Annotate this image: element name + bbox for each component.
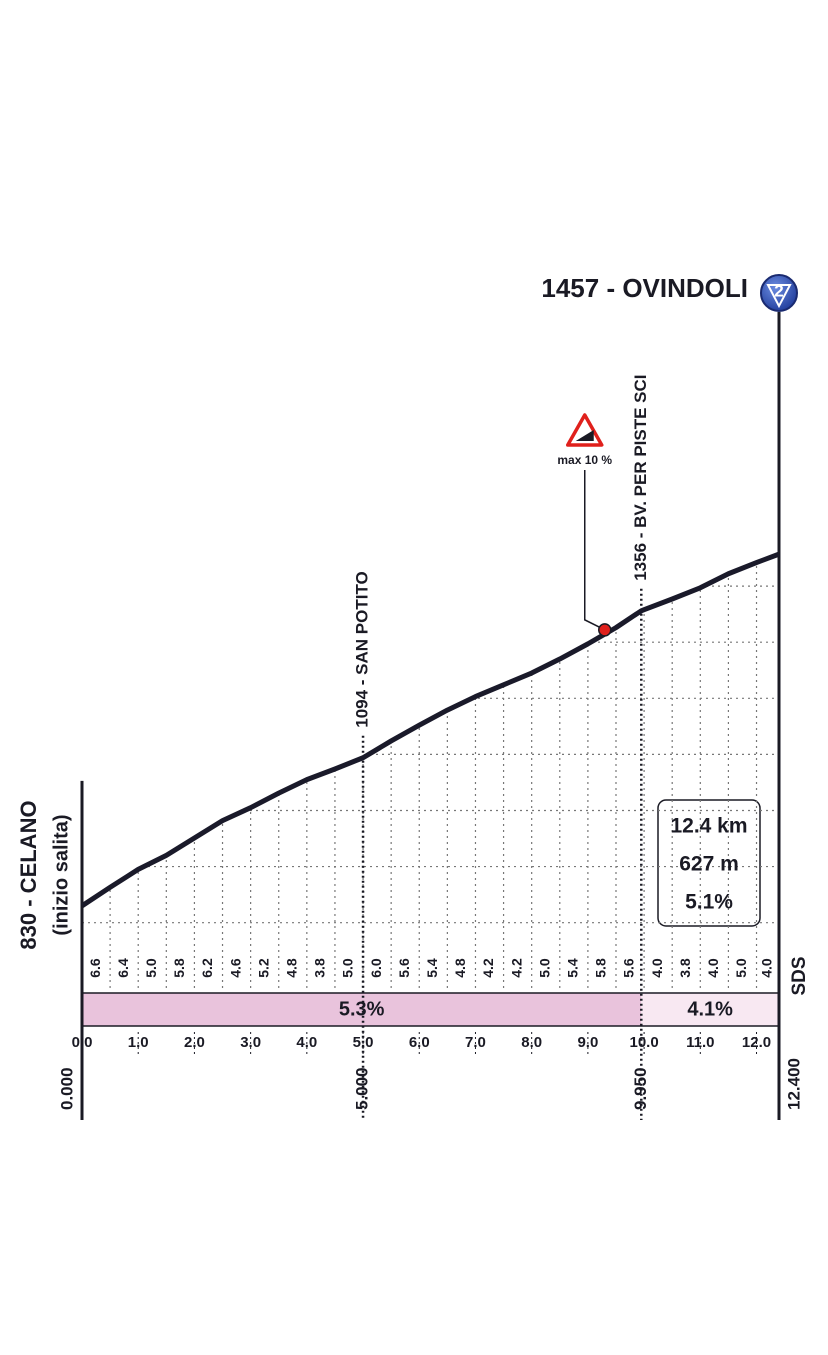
gradient-label: 5.0 [536, 958, 552, 978]
summary-line: 627 m [679, 853, 739, 876]
distance-label: 9.950 [631, 1067, 650, 1110]
gradient-section [641, 993, 779, 1026]
gradient-label: 5.8 [593, 958, 609, 978]
gradient-label: 5.6 [396, 958, 412, 978]
badge-arrow [766, 284, 792, 309]
gradient-label: 6.4 [115, 958, 131, 978]
x-tick-label: 9.0 [577, 1034, 598, 1051]
x-tick-label: 2.0 [184, 1034, 205, 1051]
callout-line [584, 470, 606, 631]
gradient-label: 5.0 [340, 958, 356, 978]
x-tick-label: 6.0 [409, 1034, 430, 1051]
gradient-label: 6.6 [87, 958, 103, 978]
gradient-label: 3.8 [312, 958, 328, 978]
gradient-section [82, 993, 642, 1026]
gradient-label: 3.8 [677, 958, 693, 978]
waypoint-note: (inizio salita) [50, 814, 72, 935]
gradient-label: 5.2 [255, 958, 271, 978]
gradient-label: 6.2 [199, 958, 215, 978]
gradient-label: 4.8 [283, 958, 299, 978]
distance-label: 5.000 [353, 1067, 372, 1110]
gradient-label: 4.0 [758, 958, 774, 978]
badge-number: 2 [774, 281, 783, 300]
x-tick-label: 11.0 [686, 1034, 714, 1051]
section-label: 5.3% [339, 998, 385, 1020]
x-tick-label: 4.0 [296, 1034, 317, 1051]
gradient-label: 4.0 [705, 958, 721, 978]
x-tick-label: 12.0 [742, 1034, 771, 1051]
source: SDS [789, 956, 810, 995]
waypoint-name: 1457 - OVINDOLI [541, 273, 748, 303]
gradient-label: 4.8 [452, 958, 468, 978]
x-tick-label: 1.0 [128, 1034, 149, 1051]
gradient-label: 5.0 [733, 958, 749, 978]
summary-box [657, 799, 761, 927]
gradient-label: 6.0 [368, 958, 384, 978]
profile-line [80, 551, 780, 908]
summary-line: 5.1% [685, 891, 733, 914]
waypoint-name: 830 - CELANO [16, 800, 41, 949]
x-tick-label: 7.0 [465, 1034, 486, 1051]
gradient-label: 5.8 [171, 958, 187, 978]
warning-slope [575, 430, 594, 441]
x-tick-label: 8.0 [521, 1034, 542, 1051]
summary-line: 12.4 km [670, 815, 747, 838]
gradient-label: 5.4 [565, 958, 581, 978]
gradient-label: 4.2 [480, 958, 496, 978]
distance-label: 12.400 [784, 1058, 803, 1110]
x-tick-label: 10.0 [629, 1034, 658, 1051]
gradient-label: 4.0 [649, 958, 665, 978]
waypoint-name: 1356 - BV. PER PISTE SCI [631, 374, 650, 580]
distance-label: 0.000 [57, 1067, 76, 1110]
gradient-label: 5.6 [621, 958, 637, 978]
max-gradient-label: max 10 % [557, 453, 612, 467]
waypoint-name: 1094 - SAN POTITO [353, 571, 372, 728]
gradient-label: 4.2 [508, 958, 524, 978]
gradient-label: 5.0 [143, 958, 159, 978]
max-gradient-point [598, 623, 612, 637]
x-tick-label: 3.0 [240, 1034, 261, 1051]
gradient-label: 4.6 [227, 958, 243, 978]
section-label: 4.1% [687, 998, 733, 1020]
gradient-label: 5.4 [424, 958, 440, 978]
